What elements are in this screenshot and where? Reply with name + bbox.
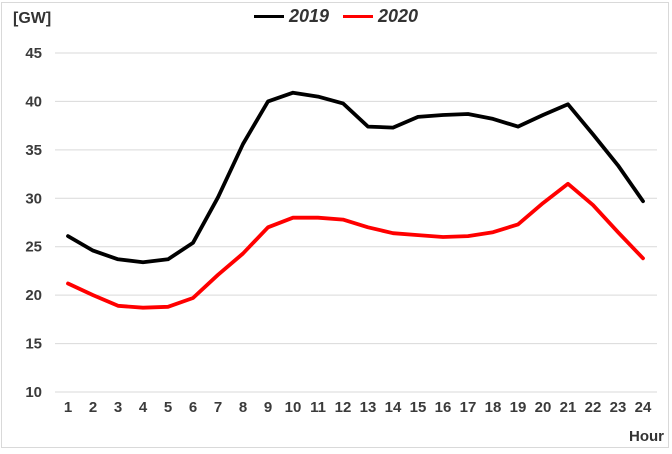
legend-label-2020: 2020 [378, 6, 419, 26]
y-tick-label-10: 10 [25, 384, 42, 401]
x-tick-label-3: 3 [114, 399, 122, 416]
x-tick-label-24: 24 [635, 399, 652, 416]
x-tick-label-22: 22 [585, 399, 602, 416]
legend-line-swatch-2020 [343, 15, 373, 18]
x-tick-label-11: 11 [310, 399, 326, 416]
series-line-2019 [66, 90, 645, 265]
x-tick-label-18: 18 [485, 399, 502, 416]
x-tick-label-13: 13 [360, 399, 377, 416]
x-tick-label-1: 1 [64, 399, 72, 416]
x-tick-label-8: 8 [239, 399, 247, 416]
x-tick-label-7: 7 [214, 399, 222, 416]
x-tick-label-19: 19 [510, 399, 527, 416]
x-tick-label-15: 15 [410, 399, 427, 416]
x-tick-label-20: 20 [535, 399, 552, 416]
y-tick-label-30: 30 [25, 190, 42, 207]
x-tick-label-4: 4 [139, 399, 148, 416]
y-tick-label-40: 40 [25, 93, 42, 110]
legend-label-2019: 2019 [288, 6, 329, 26]
x-tick-label-23: 23 [610, 399, 627, 416]
y-tick-label-25: 25 [25, 239, 42, 256]
x-tick-label-2: 2 [89, 399, 97, 416]
legend-item-2019[interactable]: 2019 [253, 6, 329, 27]
x-tick-label-5: 5 [164, 399, 172, 416]
x-axis-label: Hour [629, 428, 664, 445]
series-line-2020 [66, 181, 645, 310]
legend-item-2020[interactable]: 2020 [343, 6, 418, 27]
y-tick-label-20: 20 [25, 287, 42, 304]
x-tick-label-6: 6 [189, 399, 197, 416]
x-tick-label-17: 17 [460, 399, 477, 416]
y-tick-label-15: 15 [25, 336, 42, 353]
legend: 2019 2020 [0, 6, 672, 27]
legend-line-swatch-2019 [253, 15, 284, 18]
y-axis-unit-label: [GW] [13, 10, 52, 27]
x-tick-label-16: 16 [435, 399, 452, 416]
y-tick-label-35: 35 [25, 142, 42, 159]
x-tick-label-14: 14 [385, 399, 402, 416]
x-tick-label-9: 9 [264, 399, 272, 416]
x-tick-label-10: 10 [285, 399, 302, 416]
x-tick-label-12: 12 [335, 399, 352, 416]
y-tick-label-45: 45 [25, 45, 42, 62]
x-tick-label-21: 21 [560, 399, 577, 416]
